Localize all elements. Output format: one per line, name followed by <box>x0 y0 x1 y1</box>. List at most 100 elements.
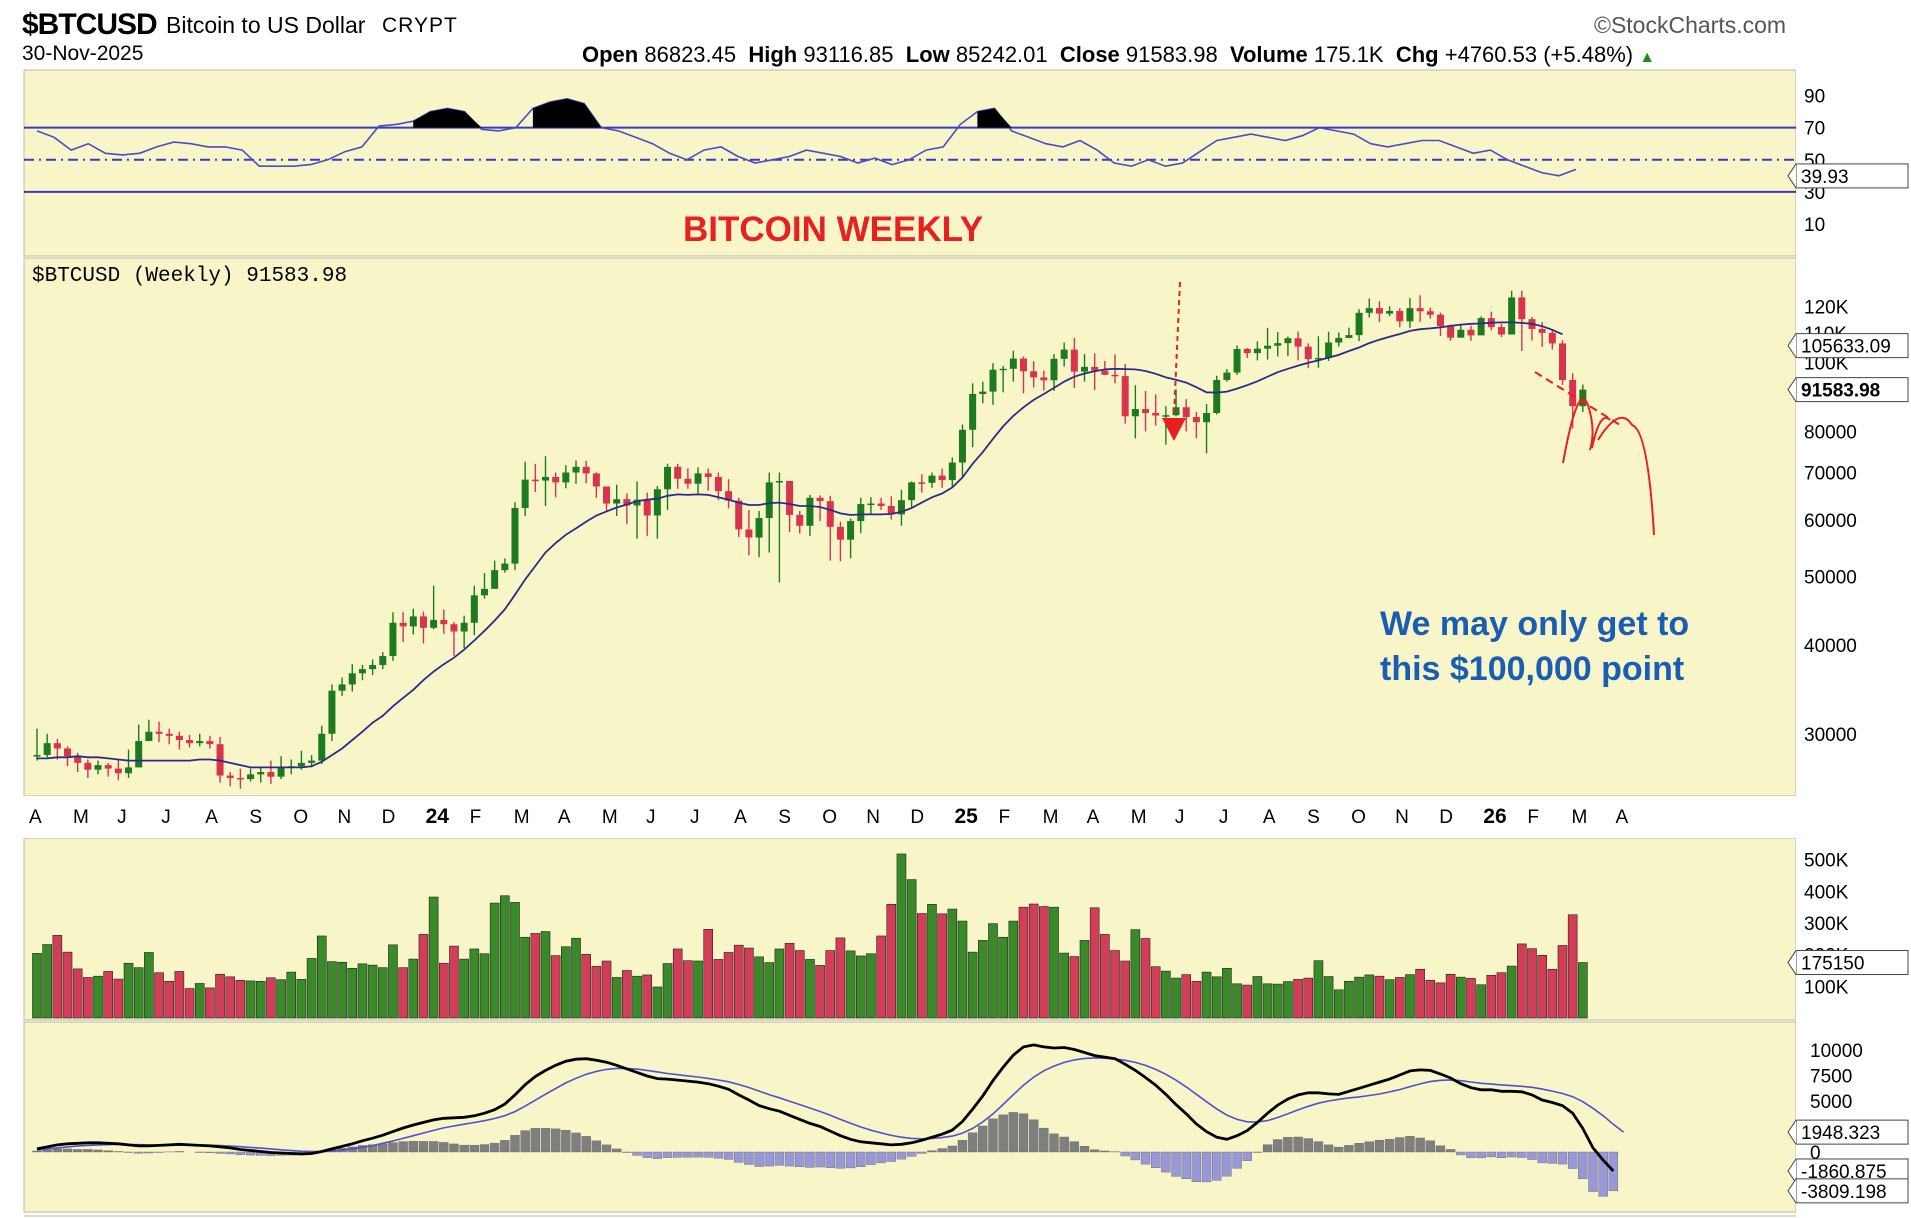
candle-body <box>450 624 458 632</box>
volume-value-tag: 175150 <box>1801 954 1864 975</box>
macd-line-tag: -3809.198 <box>1801 1182 1887 1203</box>
macd-y-tick-label: 5000 <box>1810 1092 1852 1113</box>
x-axis-tick-label: F <box>470 807 482 828</box>
macd-histogram-bar <box>998 1114 1008 1153</box>
macd-histogram-bar <box>1171 1151 1181 1177</box>
candle-body <box>603 486 611 504</box>
volume-bar <box>1323 976 1334 1019</box>
macd-histogram-bar <box>1466 1151 1476 1158</box>
volume-bar <box>103 971 113 1019</box>
macd-histogram-bar <box>439 1142 449 1153</box>
macd-histogram-tag-pointer <box>1787 1158 1797 1184</box>
macd-histogram-bar <box>947 1145 957 1153</box>
candle-body <box>470 595 478 623</box>
macd-histogram-bar <box>103 1150 113 1153</box>
volume-bar <box>520 936 530 1019</box>
x-axis-strip <box>24 796 1796 838</box>
candle-body <box>501 563 509 571</box>
macd-histogram-bar <box>1293 1136 1303 1153</box>
candle-body <box>775 481 783 483</box>
candle-body <box>318 733 326 761</box>
volume-bar <box>1405 974 1415 1019</box>
price-y-tick-label: 30000 <box>1804 725 1857 746</box>
macd-histogram-bar <box>133 1151 144 1154</box>
macd-histogram-bar <box>1415 1137 1425 1153</box>
macd-histogram-bar <box>1242 1151 1252 1161</box>
symbol-label: $BTCUSD <box>22 8 158 41</box>
candle-body <box>64 748 72 757</box>
rsi-value-tag: 39.93 <box>1801 167 1849 188</box>
candle-body <box>1081 366 1089 372</box>
forecast-trendline <box>1534 371 1621 426</box>
candle-body <box>562 472 570 483</box>
volume-bar <box>174 971 185 1019</box>
macd-histogram-bar <box>906 1151 917 1157</box>
macd-histogram-bar <box>734 1151 744 1163</box>
macd-histogram-bar <box>449 1143 459 1153</box>
candle-body <box>1070 349 1078 372</box>
candle-body <box>430 619 438 628</box>
macd-histogram-bar <box>1191 1151 1202 1182</box>
x-axis-tick-label: A <box>29 807 42 828</box>
candle-body <box>1477 318 1485 336</box>
open-label: Open <box>582 42 639 67</box>
volume-bar <box>988 923 998 1019</box>
candle-body <box>1040 377 1048 381</box>
candle-body <box>735 500 743 530</box>
volume-bar <box>561 946 571 1019</box>
candle-body <box>1518 297 1526 320</box>
macd-histogram-bar <box>1496 1151 1507 1158</box>
candle-body <box>1213 379 1221 414</box>
volume-bar <box>337 961 347 1019</box>
volume-bar <box>266 977 276 1019</box>
candle-body <box>226 775 234 778</box>
sma-value-tag-box <box>1795 333 1909 359</box>
candle-body <box>328 690 336 734</box>
x-axis-tick-label: M <box>514 807 530 828</box>
rsi-y-tick-label: 90 <box>1804 87 1825 108</box>
volume-bar <box>764 962 775 1019</box>
candle-body <box>74 756 82 763</box>
volume-label: Volume <box>1229 42 1308 67</box>
x-axis-tick-label: N <box>1395 807 1409 828</box>
candle-body <box>1426 311 1434 315</box>
candle-body <box>236 777 244 780</box>
volume-bar <box>1059 952 1069 1019</box>
candle-body <box>1274 343 1282 346</box>
volume-bar <box>367 964 378 1019</box>
macd-histogram-bar <box>927 1150 937 1153</box>
macd-histogram-bar <box>1608 1151 1619 1192</box>
macd-histogram-bar <box>825 1151 835 1169</box>
exchange-label: CRYPT <box>382 14 458 37</box>
candle-body <box>948 462 956 481</box>
x-axis-tick-label: A <box>1616 807 1629 828</box>
volume-bar <box>438 962 449 1019</box>
price-legend: $BTCUSD (Weekly) 91583.98 <box>32 265 347 288</box>
volume-bar <box>906 879 917 1019</box>
volume-bar <box>1100 934 1110 1019</box>
x-axis-tick-label: J <box>161 807 171 828</box>
candle-body <box>796 514 804 526</box>
volume-value-tag-box <box>1795 950 1909 976</box>
volume-bar <box>1232 983 1242 1019</box>
macd-histogram-bar <box>1547 1151 1558 1164</box>
macd-histogram-bar <box>601 1144 612 1153</box>
volume-bar <box>357 963 368 1019</box>
candle-body <box>1497 327 1505 335</box>
close-value: 91583.98 <box>1125 42 1218 67</box>
macd-histogram-bar <box>72 1149 83 1153</box>
macd-histogram-bar <box>1140 1151 1151 1165</box>
x-axis-tick-label: J <box>1219 807 1229 828</box>
volume-bar <box>967 951 978 1019</box>
candle-body <box>1284 338 1292 344</box>
macd-histogram-bar <box>581 1136 591 1153</box>
volume-bar <box>194 983 205 1019</box>
brand-link[interactable]: ©StockCharts.com <box>1594 12 1787 38</box>
candle-body <box>1019 358 1027 372</box>
x-axis-tick-label: M <box>1571 807 1587 828</box>
candle-body <box>1355 312 1363 336</box>
candle-body <box>613 499 621 504</box>
candle-body <box>958 429 966 463</box>
candle-body <box>969 393 977 430</box>
macd-histogram-bar <box>1537 1151 1547 1164</box>
